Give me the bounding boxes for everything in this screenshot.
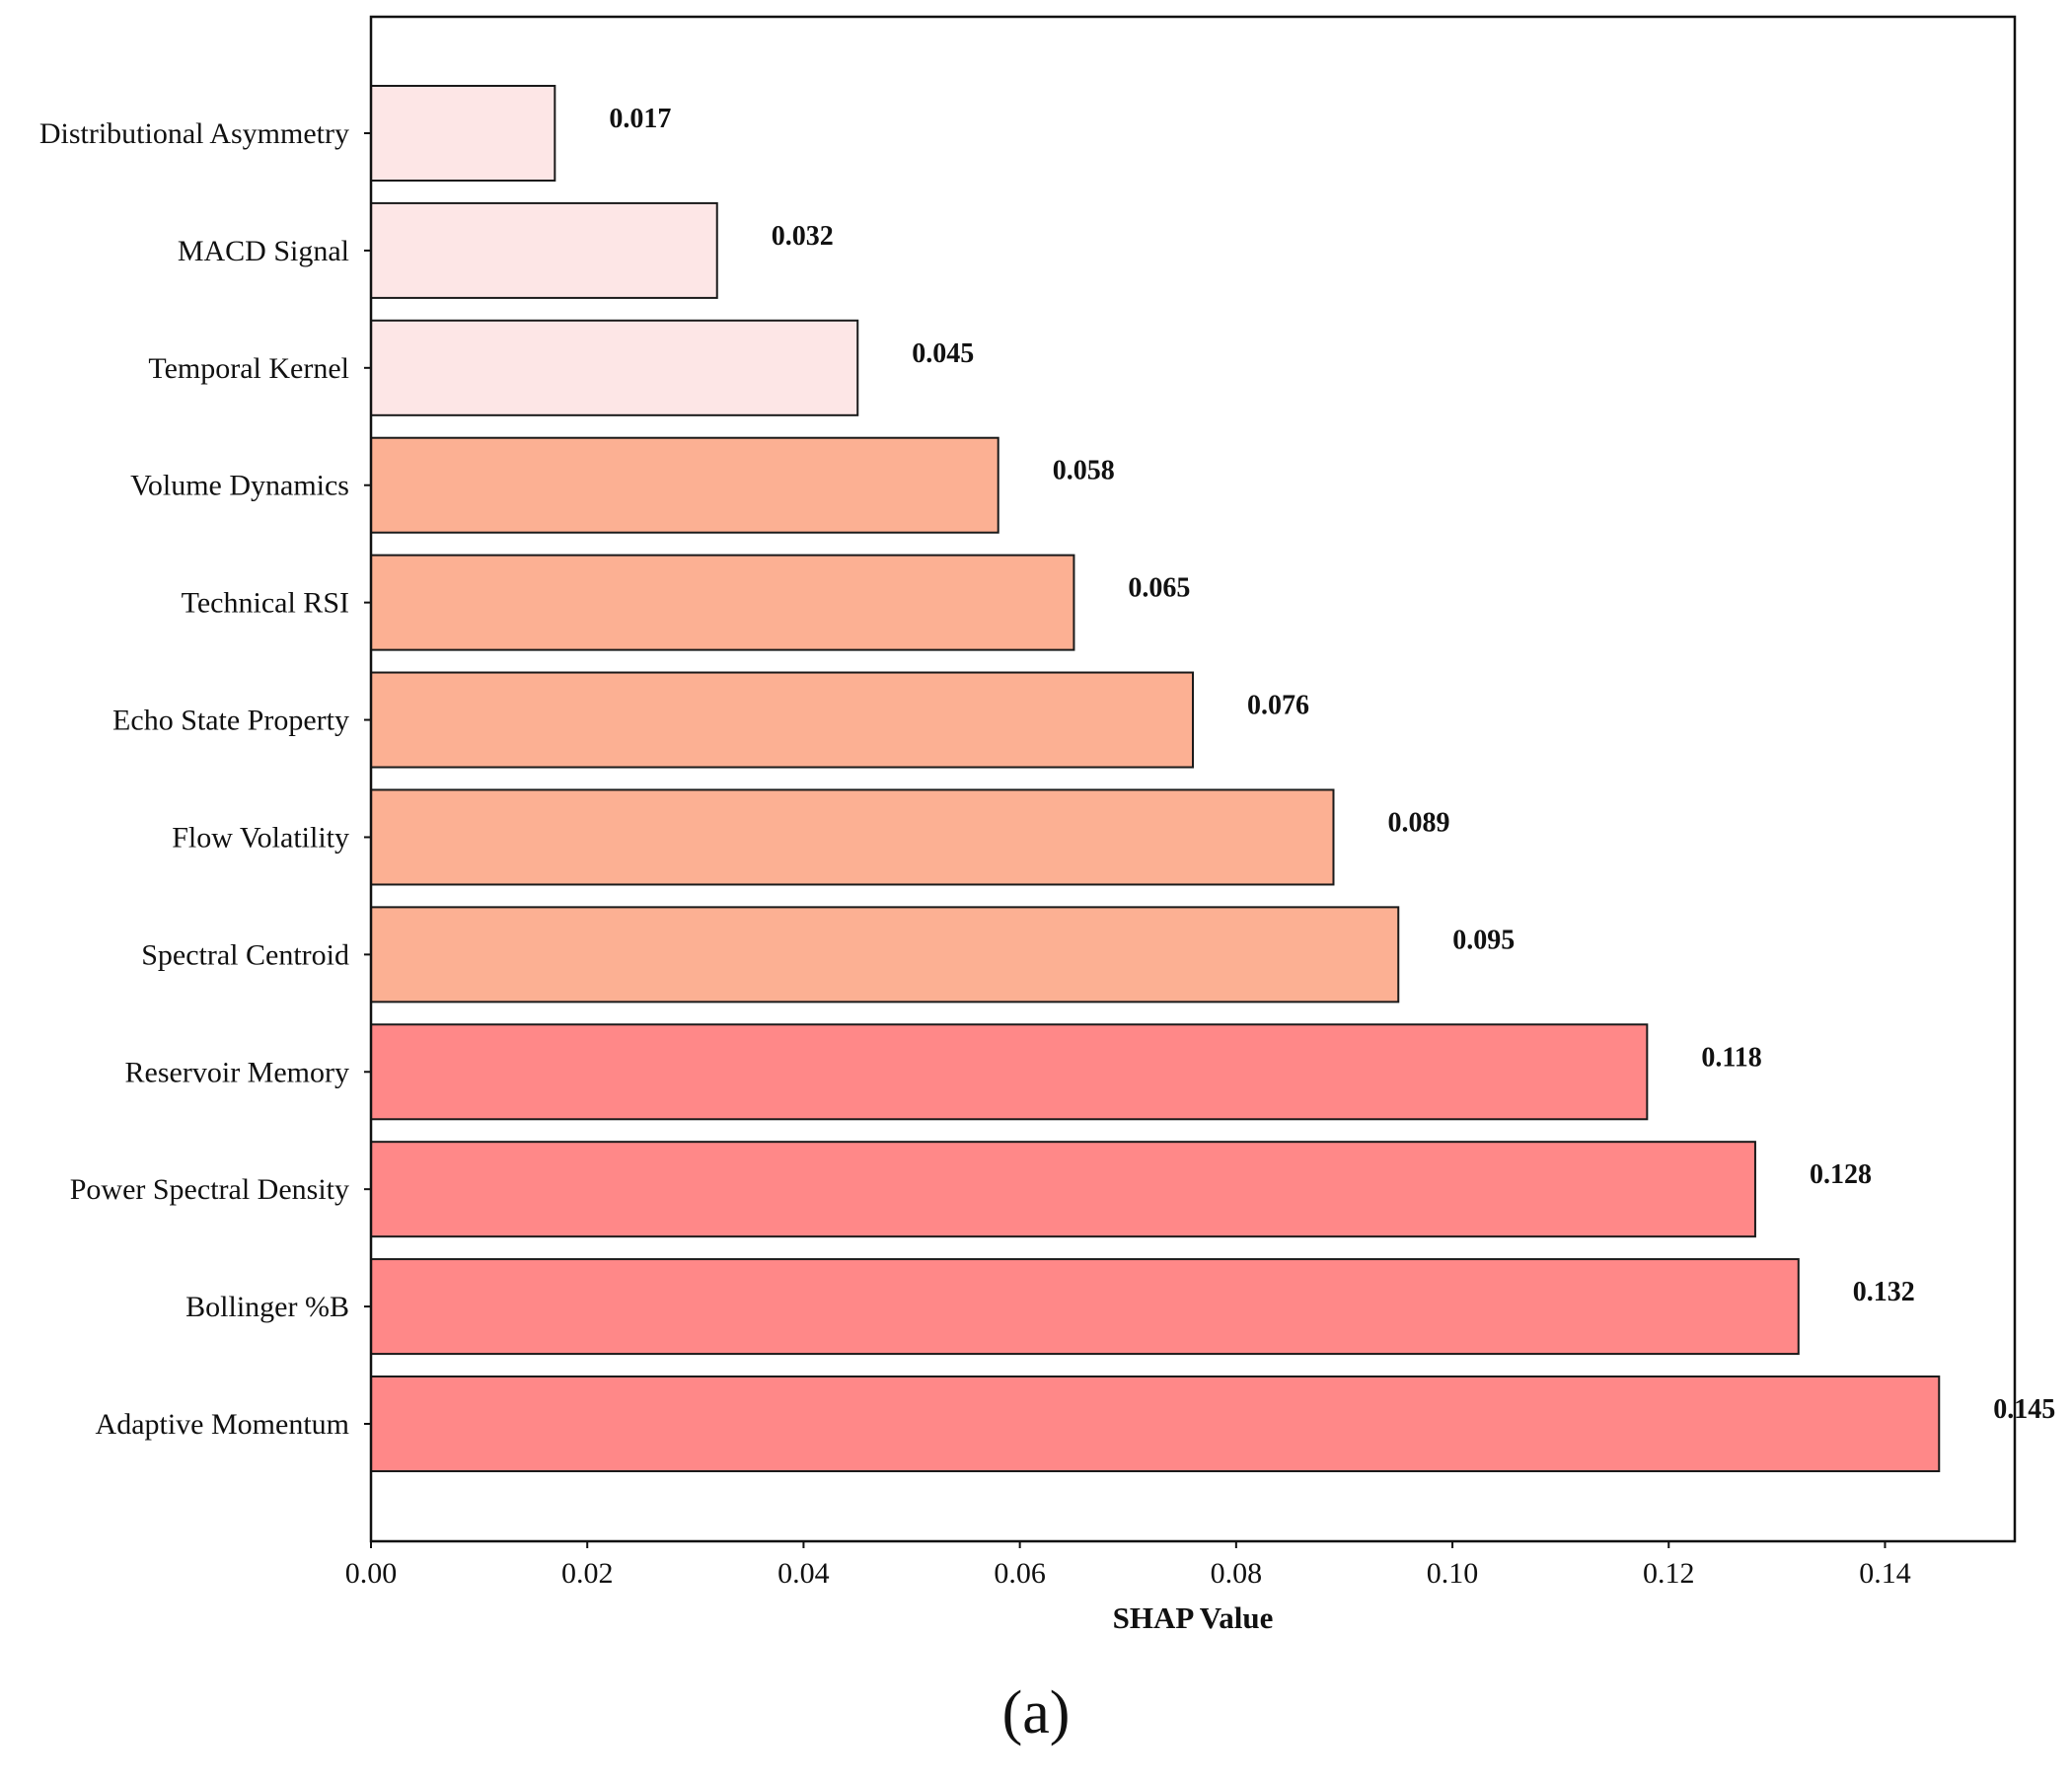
bar-value-label: 0.145: [1993, 1394, 2055, 1425]
y-tick-label: Bollinger %B: [185, 1291, 349, 1323]
x-tick-label: 0.04: [777, 1557, 830, 1590]
bar-echo-state-property: [370, 671, 1194, 769]
bar-adaptive-momentum: [370, 1376, 1941, 1472]
plot-frame: [369, 15, 2017, 1543]
ticks-layer: Distributional Asymmetry MACD Signal Tempo…: [39, 117, 1911, 1590]
x-tick-label: 0.02: [561, 1557, 614, 1590]
y-tick-label: Spectral Centroid: [141, 938, 349, 971]
y-tick-label: Distributional Asymmetry: [39, 117, 349, 150]
bar-reservoir-memory: [370, 1023, 1649, 1121]
bar-value-label: 0.089: [1387, 807, 1449, 838]
bar-value-label: 0.118: [1701, 1042, 1761, 1073]
x-tick-label: 0.06: [994, 1557, 1046, 1590]
x-tick-label: 0.00: [345, 1557, 398, 1590]
bar-value-label: 0.065: [1128, 573, 1190, 604]
bar-temporal-kernel: [370, 319, 859, 416]
bar-macd-signal: [370, 201, 718, 299]
bar-value-label: 0.058: [1053, 456, 1115, 486]
bar-value-label: 0.076: [1247, 691, 1309, 721]
y-tick-label: Echo State Property: [112, 705, 349, 737]
y-tick-label: Temporal Kernel: [148, 352, 349, 385]
bars-layer: 0.017 0.032 0.045 0.058 0.065 0.076 0.089 0.095…: [370, 85, 2055, 1472]
y-tick-label: Reservoir Memory: [125, 1056, 349, 1088]
y-tick-label: Adaptive Momentum: [96, 1408, 349, 1441]
bar-value-label: 0.132: [1853, 1277, 1915, 1307]
bar-power-spectral-density: [370, 1141, 1756, 1238]
x-tick-label: 0.12: [1643, 1557, 1695, 1590]
bar-bollinger-b: [370, 1258, 1800, 1356]
figure-caption: (a): [1001, 1679, 1071, 1747]
bar-volume-dynamics: [370, 436, 999, 534]
bar-value-label: 0.017: [609, 104, 671, 134]
bar-flow-volatility: [370, 788, 1335, 886]
x-axis-title: SHAP Value: [1113, 1600, 1274, 1635]
x-tick-label: 0.14: [1859, 1557, 1911, 1590]
y-tick-label: MACD Signal: [178, 235, 349, 267]
bar-technical-rsi: [370, 554, 1075, 651]
bar-value-label: 0.045: [912, 338, 974, 369]
y-tick-label: Volume Dynamics: [130, 470, 349, 502]
y-tick-label: Flow Volatility: [172, 821, 349, 854]
x-tick-label: 0.10: [1427, 1557, 1479, 1590]
x-tick-label: 0.08: [1211, 1557, 1263, 1590]
bar-distributional-asymmetry: [370, 85, 556, 182]
y-tick-label: Technical RSI: [182, 587, 349, 620]
bar-spectral-centroid: [370, 906, 1400, 1004]
bar-value-label: 0.095: [1452, 925, 1515, 955]
y-tick-label: Power Spectral Density: [70, 1173, 349, 1206]
bar-value-label: 0.128: [1810, 1159, 1872, 1190]
bar-value-label: 0.032: [772, 221, 834, 252]
